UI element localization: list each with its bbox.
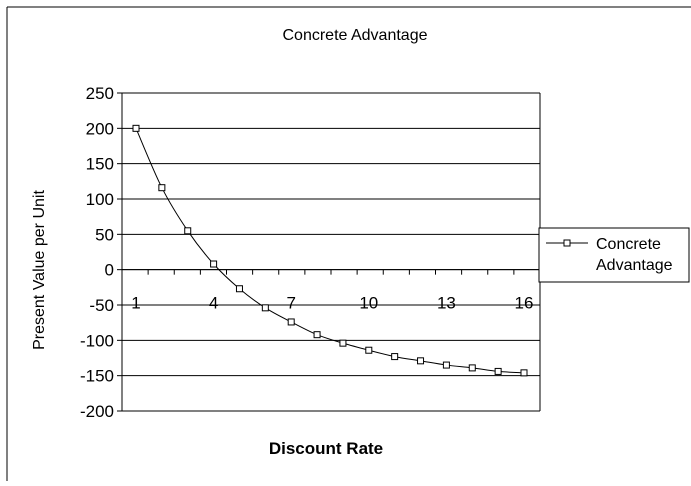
data-point-marker <box>520 369 528 377</box>
data-point-marker <box>287 318 295 326</box>
series-line <box>135 128 525 374</box>
data-point-marker <box>184 227 192 235</box>
y-tick-label: 250 <box>86 84 114 103</box>
y-tick-label: 50 <box>95 225 114 244</box>
data-point-marker <box>339 339 347 347</box>
y-tick-label: -100 <box>80 331 114 350</box>
x-tick-label: 4 <box>209 294 218 313</box>
x-tick-label: 13 <box>437 294 456 313</box>
y-tick-label: 200 <box>86 119 114 138</box>
legend-label-line1: Concrete <box>596 236 661 253</box>
y-axis-label: Present Value per Unit <box>31 190 48 350</box>
data-point-marker <box>261 304 269 312</box>
x-tick-label: 10 <box>359 294 378 313</box>
legend-box <box>538 227 690 283</box>
data-point-marker <box>132 124 140 132</box>
data-point-marker <box>158 184 166 192</box>
y-tick-label: -200 <box>80 402 114 421</box>
data-point-marker <box>365 346 373 354</box>
data-point-marker <box>235 285 243 293</box>
data-point-marker <box>494 367 502 375</box>
grid-lines <box>122 92 540 412</box>
axes <box>117 92 541 412</box>
data-point-marker <box>417 357 425 365</box>
y-tick-label: 0 <box>105 261 114 280</box>
legend-marker-icon <box>563 239 571 247</box>
x-tick-labels: 1 4 7 10 13 16 <box>131 294 533 313</box>
x-tick-label: 16 <box>515 294 534 313</box>
legend: Concrete Advantage <box>538 227 690 283</box>
x-tick-label: 1 <box>131 294 140 313</box>
x-tick-label: 7 <box>286 294 295 313</box>
y-tick-label: 100 <box>86 190 114 209</box>
chart-title: Concrete Advantage <box>283 27 428 44</box>
data-point-marker <box>210 260 218 268</box>
y-tick-labels: -200 -150 -100 -50 0 50 100 150 200 250 <box>80 84 114 421</box>
data-point-marker <box>391 353 399 361</box>
y-tick-label: -150 <box>80 367 114 386</box>
data-point-marker <box>468 364 476 372</box>
data-point-marker <box>442 361 450 369</box>
series-group <box>132 124 528 377</box>
x-axis-label: Discount Rate <box>269 439 383 458</box>
y-tick-label: -50 <box>89 296 114 315</box>
legend-label-line2: Advantage <box>596 257 673 274</box>
y-tick-label: 150 <box>86 155 114 174</box>
data-point-marker <box>313 331 321 339</box>
